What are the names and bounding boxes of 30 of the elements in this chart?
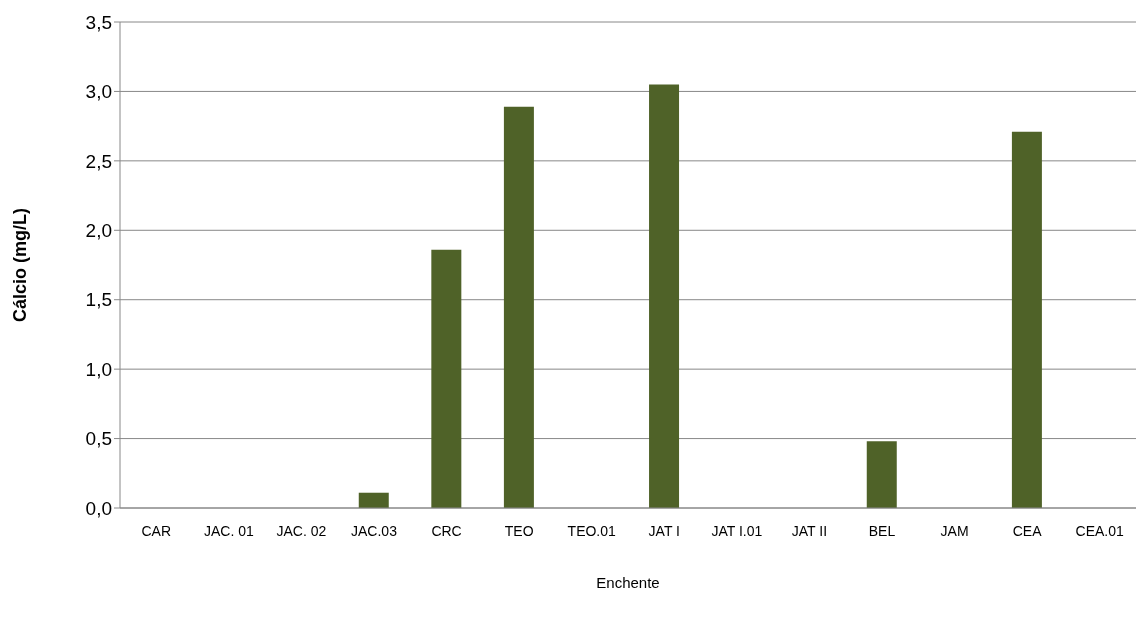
bar bbox=[431, 249, 462, 508]
bar bbox=[358, 492, 389, 508]
y-tick-label: 0,5 bbox=[85, 428, 112, 450]
y-tick-label: 0,0 bbox=[85, 497, 112, 519]
x-tick-label: BEL bbox=[868, 522, 896, 539]
y-tick-label: 1,0 bbox=[85, 358, 112, 380]
y-tick-label: 3,0 bbox=[85, 81, 112, 103]
x-tick-label: JAT I.01 bbox=[711, 522, 763, 539]
x-tick-label: JAC. 02 bbox=[276, 522, 327, 539]
x-tick-label: TEO bbox=[504, 522, 534, 539]
x-axis-title: Enchente bbox=[596, 574, 660, 591]
x-tick-label: CEA bbox=[1012, 522, 1043, 539]
y-tick-label: 2,0 bbox=[85, 220, 112, 242]
x-tick-label: JAC.03 bbox=[351, 522, 398, 539]
x-tick-label: CRC bbox=[431, 522, 462, 539]
bar bbox=[1011, 131, 1042, 508]
bar bbox=[503, 106, 534, 508]
y-tick-label: 3,5 bbox=[85, 11, 112, 33]
x-tick-label: TEO.01 bbox=[567, 522, 617, 539]
x-tick-label: CEA.01 bbox=[1075, 522, 1125, 539]
y-tick-label: 1,5 bbox=[85, 289, 112, 311]
bar bbox=[866, 441, 897, 508]
x-tick-label: JAM bbox=[940, 522, 969, 539]
bar bbox=[649, 84, 680, 508]
y-axis-title: Cálcio (mg/L) bbox=[10, 207, 31, 323]
x-tick-label: CAR bbox=[141, 522, 172, 539]
x-tick-label: JAC. 01 bbox=[203, 522, 254, 539]
x-tick-label: JAT II bbox=[791, 522, 828, 539]
x-tick-label: JAT I bbox=[648, 522, 680, 539]
y-tick-label: 2,5 bbox=[85, 150, 112, 172]
